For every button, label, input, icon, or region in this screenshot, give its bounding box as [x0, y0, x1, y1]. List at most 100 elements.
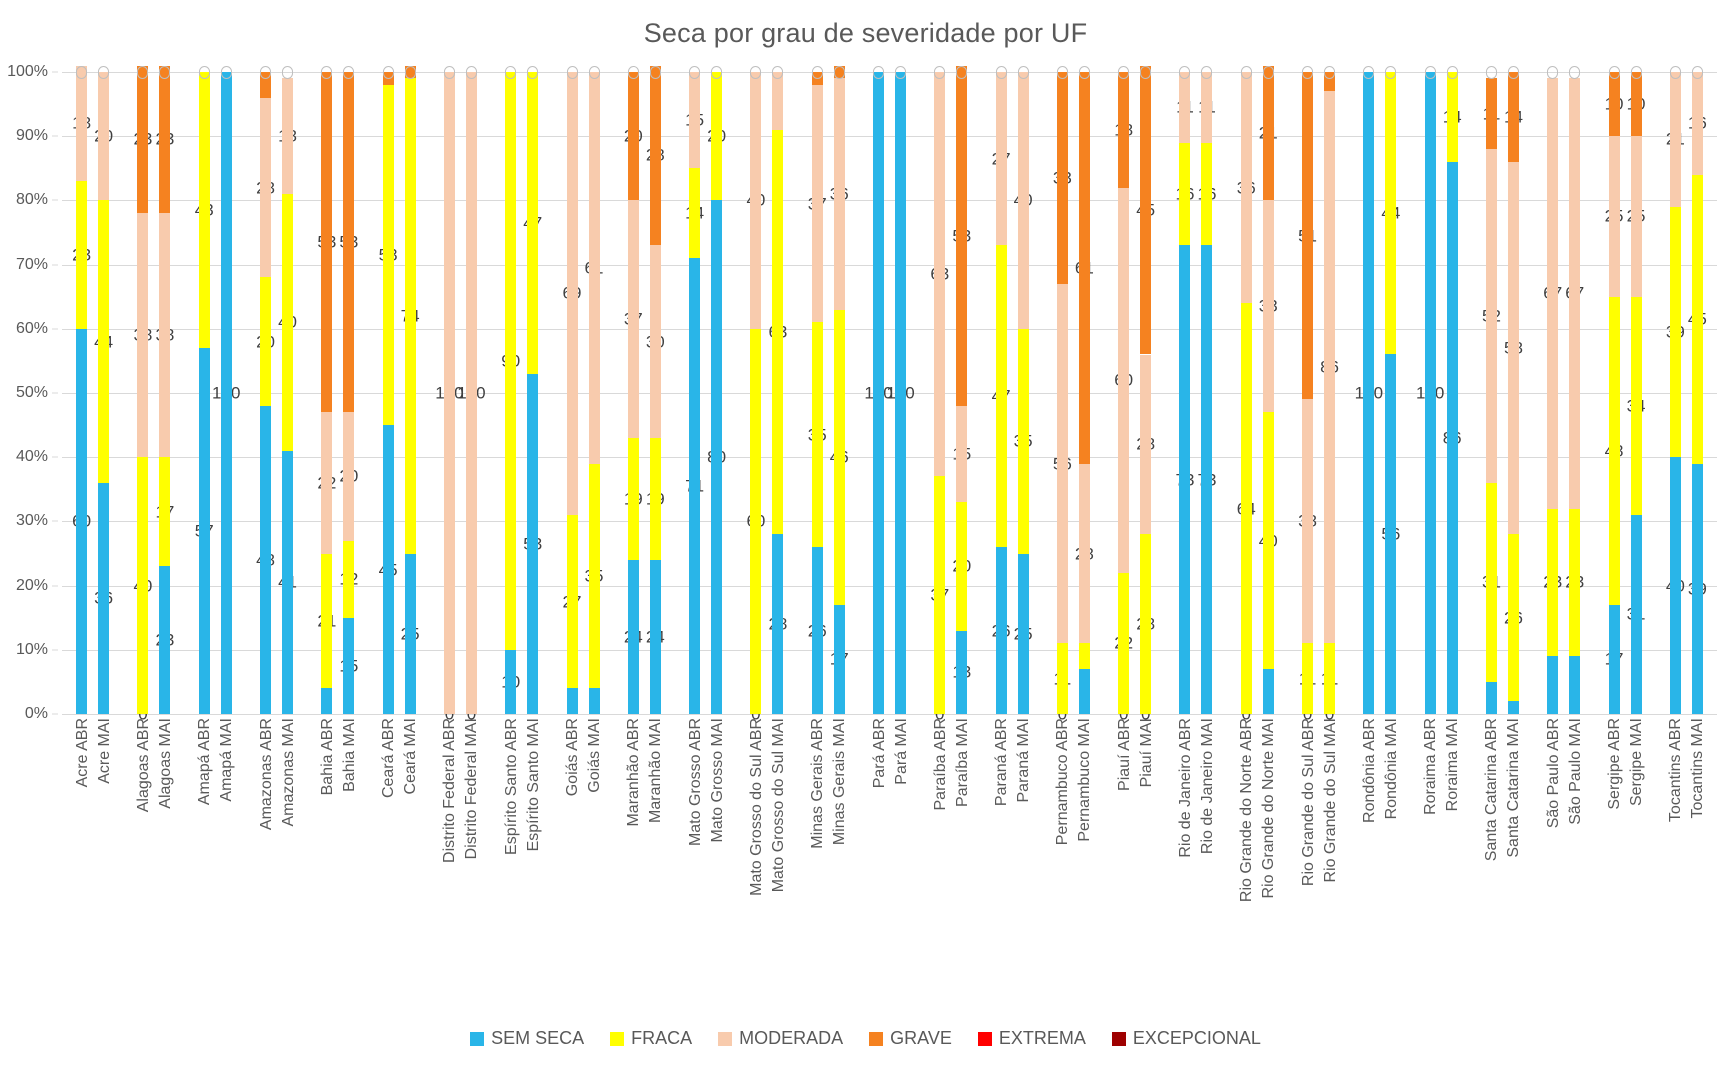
bar[interactable] [772, 66, 784, 714]
chart-legend: SEM SECA FRACA MODERADA GRAVE EXTREMA EXCEPCI… [0, 1028, 1731, 1049]
bar[interactable] [343, 66, 355, 714]
bar-segment [588, 463, 600, 689]
x-axis-tick-label: São Paulo ABR [1544, 718, 1562, 829]
bar-top-marker-icon [282, 66, 294, 79]
bar[interactable] [956, 65, 968, 714]
bar-top-marker-icon [443, 66, 455, 79]
bar-top-marker-icon [1385, 66, 1397, 79]
bar[interactable] [1669, 66, 1681, 714]
bar-segment [956, 502, 968, 631]
legend-item[interactable]: EXCEPCIONAL [1111, 1028, 1261, 1049]
bar[interactable] [137, 65, 149, 714]
y-axis-tick-label: 50% [15, 384, 48, 401]
bar[interactable] [1630, 66, 1642, 714]
bar[interactable] [76, 65, 88, 714]
x-axis-tick-label: Amapá ABR [196, 718, 214, 806]
legend-item[interactable]: SEM SECA [470, 1028, 584, 1049]
bar[interactable] [159, 65, 171, 714]
bar-top-marker-icon [1547, 66, 1559, 79]
bar[interactable] [711, 66, 723, 714]
bar-top-marker-icon [1201, 66, 1213, 79]
legend-item[interactable]: FRACA [610, 1028, 692, 1049]
bar[interactable] [382, 66, 394, 714]
bar[interactable] [588, 66, 600, 714]
bar[interactable] [811, 66, 823, 714]
bar[interactable] [443, 66, 455, 714]
bar[interactable] [649, 65, 661, 714]
bar[interactable] [260, 66, 272, 714]
bar-segment [588, 72, 600, 464]
bar-segment [1078, 463, 1090, 644]
y-axis-tick-mark [52, 71, 58, 73]
bar[interactable] [895, 66, 906, 714]
bar[interactable] [98, 66, 110, 714]
bar-segment [282, 193, 294, 451]
bar[interactable] [873, 66, 884, 714]
bar-top-marker-icon [137, 66, 149, 79]
bar[interactable] [934, 66, 946, 714]
x-axis-tick-label: Mato Grosso MAI [708, 718, 726, 843]
bar[interactable] [282, 66, 294, 714]
y-axis-tick-mark [52, 392, 58, 394]
bar[interactable] [1547, 66, 1559, 714]
bar[interactable] [1118, 66, 1130, 714]
bar[interactable] [1608, 66, 1620, 714]
bar-segment [321, 72, 333, 413]
legend-item[interactable]: MODERADA [718, 1028, 843, 1049]
bar[interactable] [566, 66, 578, 714]
x-axis-tick-label: Alagoas ABR [134, 718, 152, 813]
bar-top-marker-icon [750, 66, 762, 79]
bar[interactable] [1324, 66, 1336, 714]
bar-segment [1262, 412, 1274, 670]
bar[interactable] [1078, 66, 1090, 714]
bar[interactable] [689, 66, 701, 714]
bar[interactable] [1485, 66, 1497, 714]
bar[interactable] [220, 66, 232, 714]
bar[interactable] [1262, 65, 1274, 714]
legend-item[interactable]: EXTREMA [977, 1028, 1086, 1049]
bar[interactable] [1569, 66, 1581, 714]
bar-top-marker-icon [1302, 66, 1314, 79]
bar-segment [1547, 78, 1559, 509]
bar-top-marker-icon [956, 66, 968, 79]
bar[interactable] [1201, 66, 1213, 714]
bar[interactable] [1424, 66, 1436, 714]
bar[interactable] [527, 66, 539, 714]
bar[interactable] [1446, 66, 1458, 714]
bar[interactable] [1017, 66, 1029, 714]
bar-segment [260, 97, 272, 278]
bar[interactable] [1140, 65, 1152, 714]
bar[interactable] [321, 66, 333, 714]
bar-segment [833, 604, 845, 714]
bar[interactable] [465, 66, 477, 714]
bar[interactable] [833, 65, 845, 714]
bar-segment [1179, 142, 1191, 246]
x-axis-tick-label: Rio Grande do Sul ABR [1299, 718, 1317, 887]
bar[interactable] [1691, 66, 1703, 714]
bar[interactable] [198, 66, 210, 714]
bar[interactable] [995, 66, 1007, 714]
bar-segment [1691, 463, 1703, 714]
bar[interactable] [1507, 66, 1519, 714]
bar-segment [260, 405, 272, 714]
bar[interactable] [1240, 66, 1252, 714]
bar-segment [1630, 296, 1642, 515]
bar[interactable] [627, 66, 639, 714]
bar-top-marker-icon [895, 66, 906, 79]
bar-segment [1017, 72, 1029, 329]
bar[interactable] [1363, 66, 1375, 714]
bar[interactable] [1385, 66, 1397, 714]
legend-item[interactable]: GRAVE [869, 1028, 952, 1049]
bar-segment [750, 328, 762, 714]
bar-top-marker-icon [1240, 66, 1252, 79]
bar[interactable] [1302, 66, 1314, 714]
bar[interactable] [750, 66, 762, 714]
y-axis-tick-label: 30% [15, 512, 48, 530]
bar-top-marker-icon [772, 66, 784, 79]
bar[interactable] [505, 66, 517, 714]
bar[interactable] [1056, 66, 1068, 714]
bar[interactable] [1179, 66, 1191, 714]
gridline [62, 521, 1717, 523]
bar[interactable] [404, 65, 416, 714]
bar-top-marker-icon [934, 66, 946, 79]
